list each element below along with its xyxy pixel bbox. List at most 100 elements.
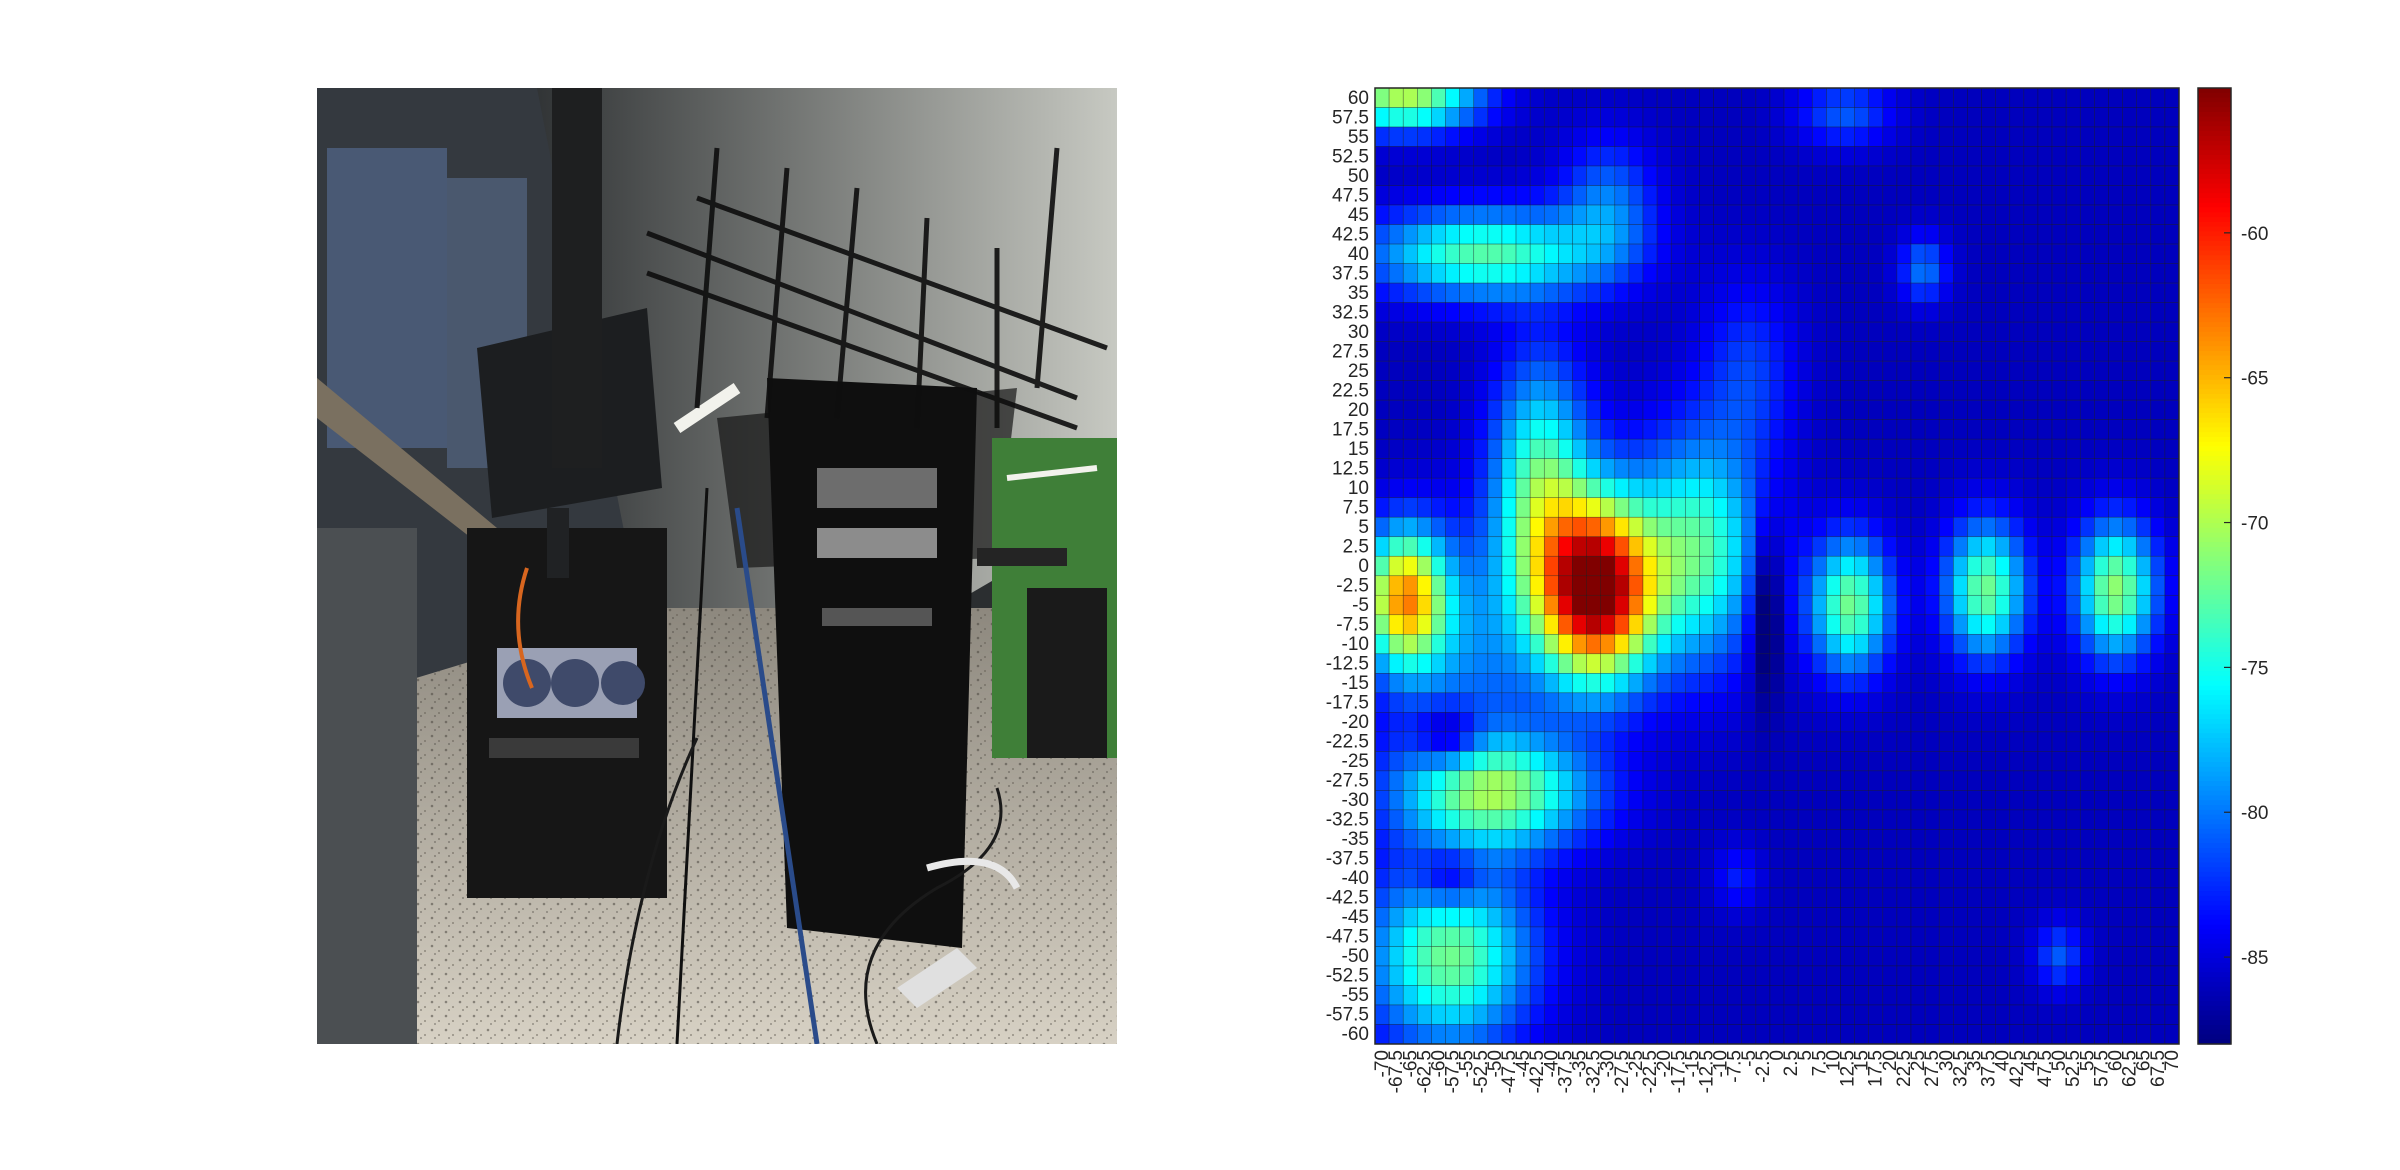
heatmap-cell — [2150, 302, 2166, 323]
heatmap-cell — [1558, 438, 1573, 460]
heatmap-cell — [1501, 731, 1517, 752]
heatmap-cell — [2136, 185, 2152, 206]
heatmap-cell — [1685, 1004, 1700, 1025]
heatmap-cell — [1445, 516, 1460, 538]
heatmap-cell — [1487, 516, 1503, 538]
heatmap-cell — [2136, 712, 2152, 733]
y-tick-label: 2.5 — [1343, 536, 1369, 557]
heatmap-cell — [1783, 126, 1799, 147]
heatmap-cell — [1642, 809, 1658, 830]
heatmap-cell — [1741, 146, 1757, 167]
heatmap-cell — [1755, 497, 1771, 518]
heatmap-cell — [1670, 458, 1686, 479]
heatmap-cell — [1558, 575, 1573, 596]
heatmap-cell — [1515, 263, 1531, 284]
heatmap-cell — [1741, 673, 1757, 694]
heatmap-cell — [1374, 263, 1390, 284]
heatmap-cell — [1473, 360, 1489, 382]
heatmap-cell — [1797, 809, 1813, 830]
heatmap-cell — [1685, 614, 1700, 635]
heatmap-cell — [1572, 965, 1587, 986]
heatmap-cell — [1543, 770, 1559, 791]
heatmap-cell — [1586, 751, 1602, 772]
heatmap-cell — [1586, 341, 1602, 362]
heatmap-cell — [1670, 516, 1686, 538]
heatmap-cell — [1797, 458, 1813, 479]
heatmap-cell — [1600, 516, 1616, 538]
heatmap-cell — [1572, 458, 1587, 479]
heatmap-cell — [2023, 907, 2039, 928]
heatmap-cell — [1797, 282, 1813, 303]
heatmap-cell — [1586, 575, 1602, 596]
x-tick-label: -42.5 — [1527, 1050, 1548, 1093]
heatmap-cell — [2164, 458, 2180, 479]
heatmap-cell — [1445, 673, 1460, 694]
heatmap-cell — [1981, 146, 1996, 167]
heatmap-cell — [1854, 146, 1870, 167]
y-tick-label: 22.5 — [1332, 380, 1369, 401]
heatmap-cell — [1699, 614, 1714, 635]
heatmap-cell — [1924, 712, 1940, 733]
heatmap-cell — [1755, 107, 1771, 128]
colorbar-swatch — [2198, 384, 2231, 390]
heatmap-cell — [1543, 809, 1559, 830]
heatmap-cell — [1402, 360, 1418, 382]
heatmap-cell — [1967, 790, 1982, 811]
heatmap-cell — [1670, 555, 1686, 577]
heatmap-cell — [1656, 673, 1672, 694]
colorbar-swatch — [2198, 938, 2231, 945]
heatmap-cell — [1811, 907, 1827, 928]
heatmap-cell — [2150, 204, 2166, 225]
heatmap-cell — [1896, 751, 1912, 772]
heatmap-cell — [1882, 731, 1898, 752]
heatmap-cell — [1543, 790, 1559, 811]
heatmap-cell — [1600, 360, 1616, 382]
heatmap-cell — [1967, 107, 1982, 128]
heatmap-cell — [2164, 146, 2180, 167]
heatmap-cell — [1459, 1024, 1475, 1045]
heatmap-cell — [1769, 926, 1785, 947]
heatmap-cell — [1558, 87, 1573, 108]
heatmap-cell — [1769, 575, 1785, 596]
heatmap-cell — [2122, 87, 2138, 108]
heatmap-cell — [1826, 146, 1841, 167]
heatmap-cell — [1374, 770, 1390, 791]
colorbar-swatch — [2198, 365, 2231, 371]
heatmap-cell — [1558, 926, 1573, 947]
heatmap-cell — [1388, 946, 1404, 967]
heatmap-cell — [1459, 907, 1475, 928]
heatmap-cell — [2164, 985, 2180, 1006]
heatmap-cell — [1614, 185, 1630, 206]
heatmap-cell — [1840, 497, 1855, 518]
heatmap-cell — [2009, 653, 2025, 674]
heatmap-cell — [1558, 887, 1573, 908]
x-tick-label: 62.5 — [2120, 1050, 2141, 1087]
heatmap-cell — [1374, 477, 1390, 499]
heatmap-cell — [1755, 516, 1771, 538]
heatmap-cell — [2037, 165, 2053, 186]
colorbar-swatch — [2198, 193, 2231, 199]
heatmap-cell — [1614, 790, 1630, 811]
heatmap-cell — [1586, 185, 1602, 206]
heatmap-cell — [1995, 751, 2011, 772]
heatmap-cell — [2136, 321, 2152, 342]
heatmap-cell — [1586, 555, 1602, 577]
heatmap-cell — [1769, 946, 1785, 967]
colorbar-swatch — [2198, 102, 2231, 108]
colorbar-swatch — [2198, 852, 2231, 859]
colorbar-swatch — [2198, 900, 2231, 906]
heatmap-cell — [1713, 653, 1728, 674]
heatmap-cell — [1699, 263, 1714, 284]
heatmap-cell — [1938, 438, 1954, 460]
heatmap-cell — [1487, 907, 1503, 928]
heatmap-cell — [1713, 204, 1728, 225]
heatmap-cell — [2051, 926, 2067, 947]
heatmap-cell — [2094, 458, 2109, 479]
heatmap-cell — [1515, 380, 1531, 401]
heatmap-cell — [1967, 380, 1982, 401]
heatmap-cell — [2051, 868, 2067, 889]
heatmap-cell — [1417, 165, 1432, 186]
heatmap-cell — [1840, 555, 1855, 577]
heatmap-cell — [1628, 848, 1644, 869]
heatmap-cell — [1543, 185, 1559, 206]
